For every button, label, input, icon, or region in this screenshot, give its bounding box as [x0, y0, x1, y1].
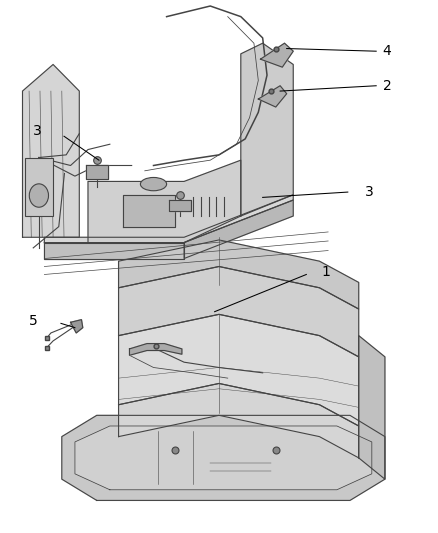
- Polygon shape: [44, 195, 293, 243]
- Text: 3: 3: [365, 185, 374, 199]
- Polygon shape: [75, 426, 372, 490]
- Polygon shape: [241, 43, 293, 216]
- Text: 4: 4: [383, 44, 392, 58]
- Polygon shape: [119, 266, 359, 357]
- Circle shape: [29, 184, 49, 207]
- Polygon shape: [184, 200, 293, 259]
- Polygon shape: [22, 64, 79, 237]
- Ellipse shape: [141, 177, 166, 191]
- Polygon shape: [71, 320, 83, 333]
- Text: 3: 3: [33, 124, 42, 138]
- Polygon shape: [86, 165, 108, 179]
- Polygon shape: [123, 195, 175, 227]
- Polygon shape: [169, 200, 191, 211]
- Polygon shape: [130, 344, 182, 356]
- Text: 2: 2: [383, 79, 392, 93]
- Polygon shape: [88, 160, 241, 243]
- Polygon shape: [62, 415, 385, 500]
- Polygon shape: [119, 314, 359, 426]
- Bar: [25, 158, 53, 216]
- Polygon shape: [261, 43, 293, 67]
- Polygon shape: [44, 243, 184, 259]
- Polygon shape: [119, 240, 359, 309]
- Text: 1: 1: [321, 265, 331, 279]
- Text: 5: 5: [29, 314, 38, 328]
- Polygon shape: [258, 86, 287, 107]
- Polygon shape: [359, 336, 385, 479]
- Polygon shape: [119, 383, 359, 458]
